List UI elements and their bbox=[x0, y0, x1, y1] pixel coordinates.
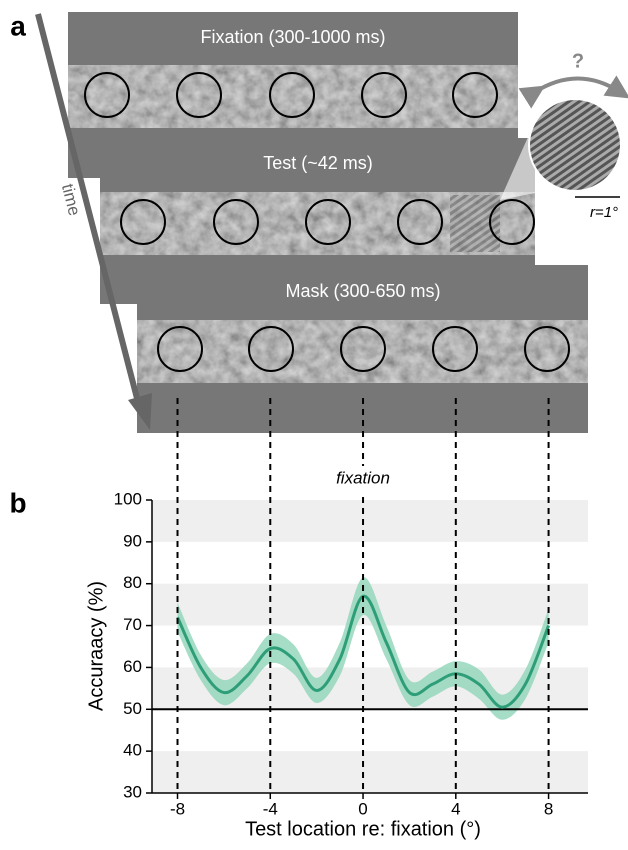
question-mark: ? bbox=[572, 50, 584, 72]
frame-title: Test (~42 ms) bbox=[263, 153, 373, 173]
y-tick-label: 70 bbox=[123, 615, 142, 634]
x-tick-label: 4 bbox=[451, 799, 460, 818]
x-tick-label: 8 bbox=[544, 799, 553, 818]
x-tick-label: -8 bbox=[170, 799, 185, 818]
x-axis-label: Test location re: fixation (°) bbox=[245, 818, 481, 840]
plot: 30 40 50 60 70 80 90 100 -8 -4 0 4 8 bbox=[114, 489, 588, 818]
y-tick-label: 30 bbox=[123, 782, 142, 801]
time-arrow bbox=[35, 13, 143, 411]
y-tick-label: 100 bbox=[114, 489, 142, 508]
radius-label: r=1° bbox=[590, 204, 618, 221]
y-tick-label: 90 bbox=[123, 531, 142, 550]
x-tick-label: -4 bbox=[263, 799, 278, 818]
frame-title: Mask (300-650 ms) bbox=[285, 281, 440, 301]
y-axis-label: Accuraacy (%) bbox=[85, 581, 107, 711]
annotation-bg bbox=[328, 466, 398, 492]
grid-band bbox=[152, 751, 588, 793]
inset-grating bbox=[530, 100, 620, 190]
frame-mask: Mask (300-650 ms) bbox=[137, 265, 588, 433]
y-tick-label: 40 bbox=[123, 741, 142, 760]
y-tick-label: 60 bbox=[123, 657, 142, 676]
annotation: fixation bbox=[336, 468, 390, 487]
rotation-arrow bbox=[518, 75, 628, 109]
frame-title: Fixation (300-1000 ms) bbox=[200, 27, 385, 47]
grid-band bbox=[152, 500, 588, 542]
panel-label: a bbox=[10, 10, 26, 41]
panel-label: b bbox=[9, 487, 26, 518]
y-tick-label: 80 bbox=[123, 573, 142, 592]
x-tick-label: 0 bbox=[358, 799, 367, 818]
time-arrowhead bbox=[128, 393, 152, 430]
y-tick-label: 50 bbox=[123, 699, 142, 718]
